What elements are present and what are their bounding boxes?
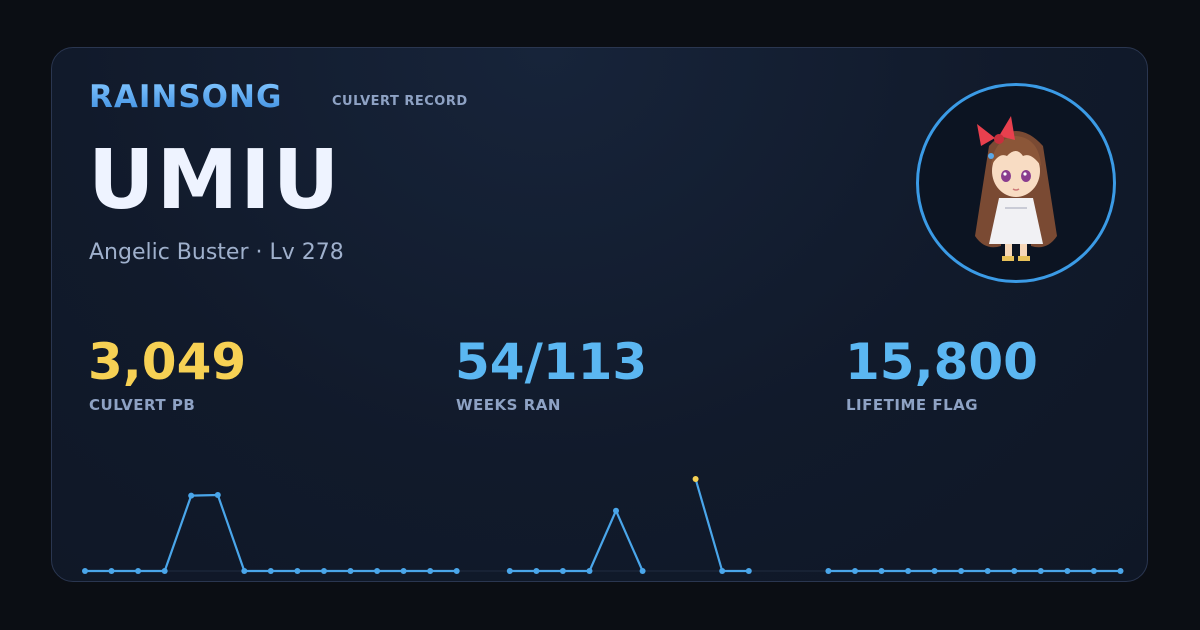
- sparkline-point: [878, 568, 885, 574]
- sparkline-point: [241, 568, 248, 574]
- sparkline-point: [639, 568, 646, 574]
- sparkline-point: [1037, 568, 1044, 574]
- sparkline-point: [321, 568, 327, 574]
- sparkline-point: [1064, 568, 1071, 574]
- sparkline-point: [453, 568, 460, 574]
- character-avatar-icon: [916, 83, 1116, 283]
- sparkline-point: [427, 568, 434, 574]
- sparkline-point: [852, 568, 858, 574]
- sparkline-point: [719, 568, 726, 574]
- sparkline-point: [82, 568, 88, 574]
- sparkline-point: [1090, 568, 1097, 574]
- sparkline-point: [506, 568, 513, 574]
- sparkline-point: [1011, 568, 1018, 574]
- sparkline-point: [825, 568, 832, 574]
- player-name: UMIU: [88, 133, 342, 228]
- sparkline-point: [108, 568, 115, 574]
- culvert-history-sparkline: [82, 476, 1124, 574]
- sparkline-point: [905, 568, 912, 574]
- sparkline-point: [267, 568, 274, 574]
- record-subtitle: CULVERT RECORD: [332, 94, 468, 109]
- weeks-ran-value: 54/113: [455, 333, 648, 391]
- weeks-ran-label: WEEKS RAN: [456, 396, 561, 414]
- sparkline-segment-2: [694, 478, 749, 573]
- sparkline-point: [161, 568, 168, 574]
- culvert-pb-value: 3,049: [88, 333, 247, 391]
- sparkline-point: [745, 568, 752, 574]
- sparkline-point: [1117, 568, 1124, 574]
- sparkline-point: [374, 568, 381, 574]
- sparkline-point: [294, 568, 301, 574]
- sparkline-point: [400, 568, 407, 574]
- sparkline-point: [214, 492, 221, 498]
- sparkline-point: [613, 507, 619, 514]
- sparkline-segment-0: [85, 493, 457, 573]
- sparkline-point: [188, 492, 195, 499]
- sparkline-point: [931, 568, 938, 574]
- sparkline-point: [135, 568, 142, 574]
- sparkline-point: [347, 568, 354, 574]
- sparkline-point: [984, 568, 991, 574]
- sparkline-point: [533, 568, 540, 574]
- sparkline-segment-1: [509, 509, 644, 573]
- lifetime-flag-label: LIFETIME FLAG: [846, 396, 979, 414]
- culvert-pb-label: CULVERT PB: [89, 396, 196, 414]
- sparkline-point: [692, 476, 699, 482]
- brand-title: RAINSONG: [89, 79, 283, 115]
- avatar-illustration: [975, 116, 1057, 261]
- sparkline-point: [559, 568, 566, 574]
- culvert-record-card: RAINSONG CULVERT RECORD UMIU Angelic Bus…: [51, 47, 1148, 582]
- sparkline-point: [586, 568, 593, 574]
- class-level: Angelic Buster · Lv 278: [89, 240, 344, 265]
- sparkline-point: [958, 568, 965, 574]
- lifetime-flag-value: 15,800: [845, 333, 1038, 391]
